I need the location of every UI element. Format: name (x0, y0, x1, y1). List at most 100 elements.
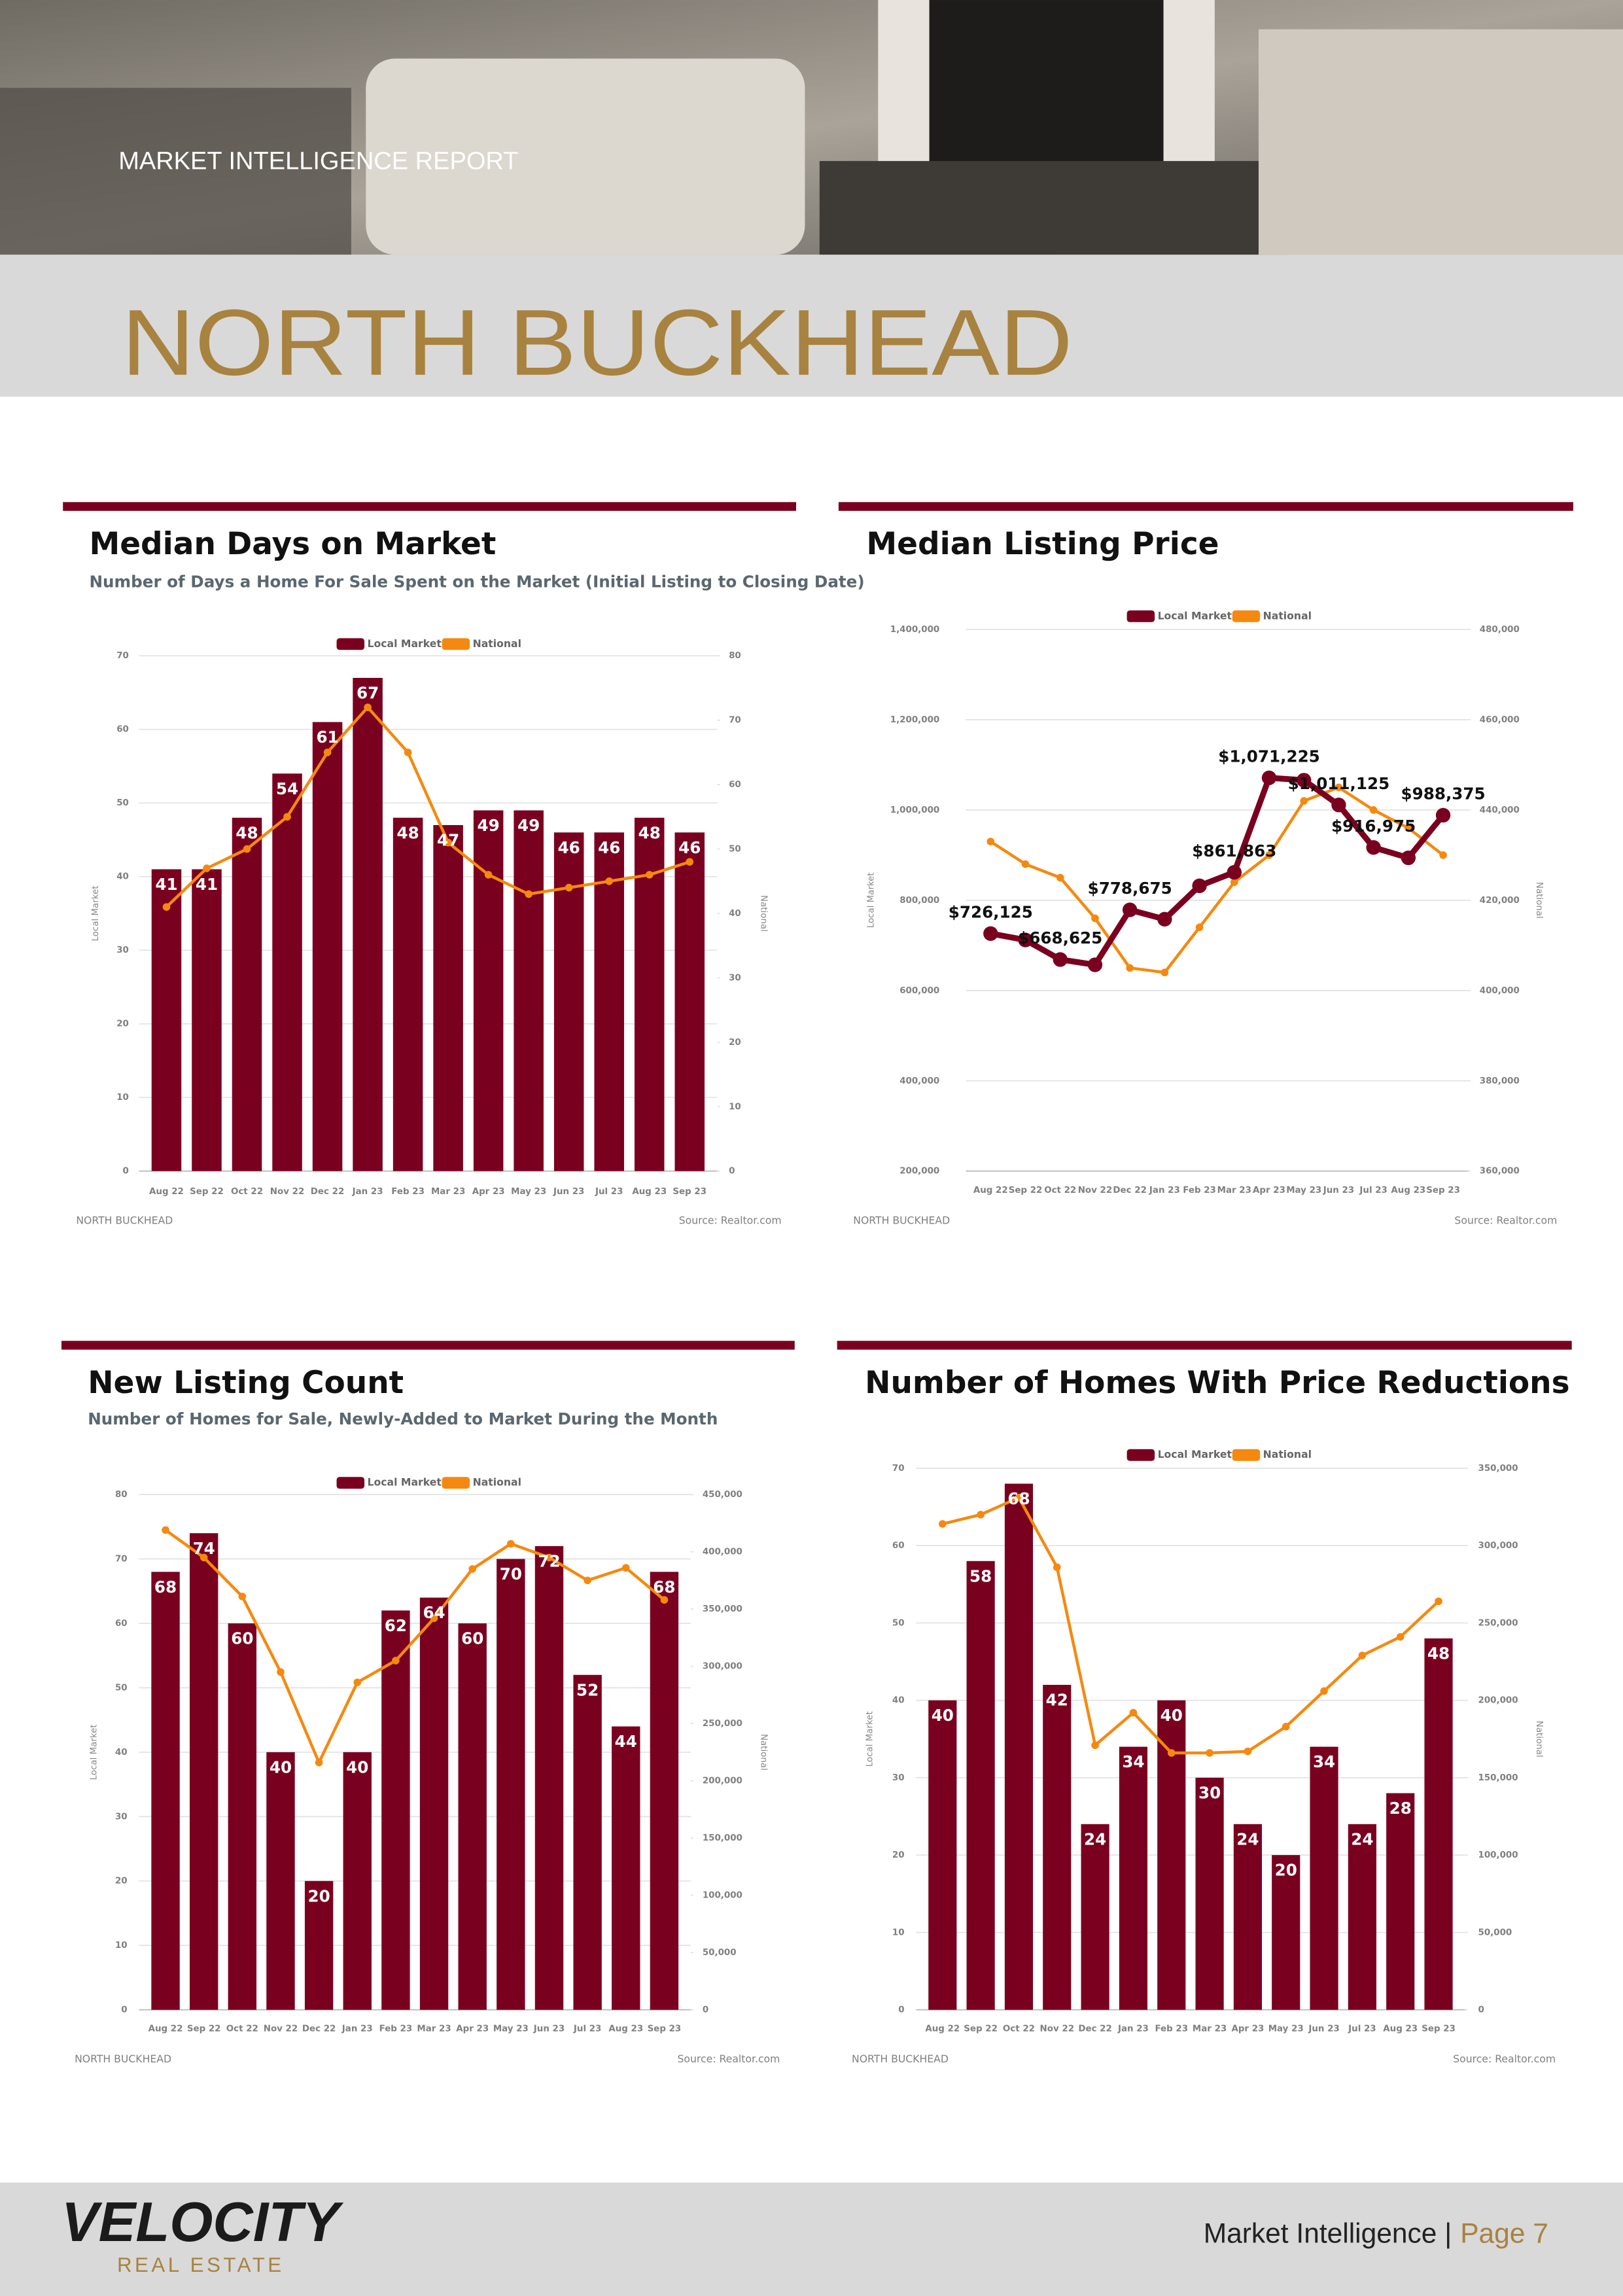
line-point (353, 1678, 362, 1686)
bar (1272, 1855, 1300, 2010)
x-tick-label: Dec 22 (311, 1187, 345, 1197)
data-label: 46 (678, 838, 701, 857)
bar (1043, 1684, 1072, 2010)
line-point (1195, 923, 1204, 932)
bar (594, 832, 624, 1171)
y2-tick-label: 70 (729, 716, 741, 726)
y2-tick-label: 200,000 (1478, 1696, 1518, 1706)
bar (573, 1674, 602, 2010)
x-tick-label: May 23 (1268, 2024, 1304, 2034)
x-tick-label: Jan 23 (1117, 2024, 1149, 2034)
y-tick-label: 60 (116, 725, 129, 735)
y-tick-label: 60 (892, 1541, 905, 1551)
data-label: 41 (155, 875, 177, 894)
data-label: 48 (236, 823, 258, 842)
line-point (983, 926, 998, 942)
bar (1195, 1777, 1224, 2010)
line-point (977, 1511, 985, 1519)
x-tick-label: Oct 22 (231, 1187, 263, 1197)
x-tick-label: Mar 23 (417, 2024, 451, 2034)
line-point (565, 883, 573, 892)
bar (192, 869, 222, 1171)
x-tick-label: Aug 22 (973, 1186, 1008, 1195)
data-label: 48 (638, 823, 661, 842)
data-label: $668,625 (1018, 928, 1102, 947)
x-tick-label: Sep 22 (1009, 1186, 1043, 1195)
y2-tick-label: 300,000 (1478, 1541, 1518, 1551)
bar (928, 1700, 957, 2010)
y-tick-label: 30 (116, 945, 129, 955)
charts: Median Days on Market Number of Days a Ho… (61, 502, 1573, 2065)
x-tick-label: Oct 22 (1044, 1186, 1076, 1195)
line-point (1435, 807, 1451, 823)
data-label: 40 (270, 1757, 292, 1776)
y2-axis-label: National (758, 895, 768, 932)
chart-title: Median Days on Market (89, 526, 496, 562)
bar (1348, 1824, 1376, 2010)
y-tick-label: 80 (115, 1490, 128, 1500)
x-tick-label: Apr 23 (456, 2024, 489, 2034)
region-note: NORTH BUCKHEAD (76, 1214, 173, 1226)
line-point (1091, 1741, 1099, 1750)
bar (534, 1545, 564, 2010)
y2-tick-label: 250,000 (1478, 1618, 1518, 1628)
bar (1081, 1824, 1109, 2010)
y-tick-label: 20 (892, 1850, 905, 1860)
x-tick-label: Mar 23 (431, 1187, 465, 1197)
x-tick-label: Aug 22 (148, 2024, 183, 2034)
y2-tick-label: 440,000 (1480, 805, 1520, 815)
bar (228, 1623, 257, 2010)
x-tick-label: May 23 (511, 1187, 546, 1197)
y2-tick-label: 50 (729, 845, 741, 855)
y-tick-label: 200,000 (899, 1167, 939, 1176)
y-tick-label: 40 (892, 1696, 905, 1706)
line-point (1244, 1747, 1252, 1756)
x-tick-label: Sep 22 (964, 2024, 998, 2034)
region-note: NORTH BUCKHEAD (75, 2053, 171, 2065)
brand-sub: REAL ESTATE (117, 2253, 285, 2276)
y2-tick-label: 80 (729, 651, 741, 661)
legend-label: National (473, 1476, 521, 1489)
line-series (165, 705, 690, 908)
y2-tick-label: 0 (703, 2005, 708, 2015)
y2-tick-label: 380,000 (1480, 1076, 1520, 1086)
x-tick-label: Jun 23 (533, 2024, 565, 2034)
bar (458, 1623, 487, 2010)
bar (497, 1559, 525, 2010)
data-label: 61 (316, 728, 338, 747)
y2-tick-label: 400,000 (703, 1547, 742, 1557)
x-tick-label: Jul 23 (1348, 2024, 1376, 2034)
legend-label: Local Market (368, 637, 442, 650)
data-label: 74 (193, 1539, 215, 1558)
x-tick-label: Sep 22 (187, 2024, 221, 2034)
y2-tick-label: 350,000 (1478, 1464, 1518, 1474)
y2-tick-label: 360,000 (1480, 1167, 1520, 1176)
line-point (392, 1657, 400, 1665)
y-tick-label: 0 (898, 2005, 904, 2015)
line-point (1206, 1749, 1213, 1757)
line-point (238, 1593, 247, 1600)
y-tick-label: 70 (115, 1555, 128, 1564)
line-point (584, 1576, 591, 1585)
y2-tick-label: 350,000 (703, 1604, 742, 1614)
data-label: 68 (1007, 1489, 1030, 1508)
line-point (1369, 806, 1378, 814)
bar (1004, 1483, 1034, 2010)
y-tick-label: 40 (115, 1748, 128, 1757)
y2-tick-label: 30 (729, 973, 741, 983)
line-point (283, 813, 291, 821)
legend-label: Local Market (368, 1476, 442, 1489)
y-tick-label: 30 (115, 1812, 128, 1822)
line-point (1091, 914, 1099, 923)
legend-swatch (442, 1477, 470, 1489)
line-point (1396, 1633, 1405, 1641)
x-tick-label: Sep 23 (648, 2024, 682, 2034)
panel-rule (63, 502, 797, 511)
bar (419, 1597, 449, 2010)
line-point (1053, 1563, 1061, 1572)
y-tick-label: 10 (892, 1928, 905, 1937)
data-label: 30 (1198, 1783, 1221, 1802)
source-note: Source: Realtor.com (679, 1214, 782, 1226)
data-label: 24 (1084, 1829, 1106, 1848)
